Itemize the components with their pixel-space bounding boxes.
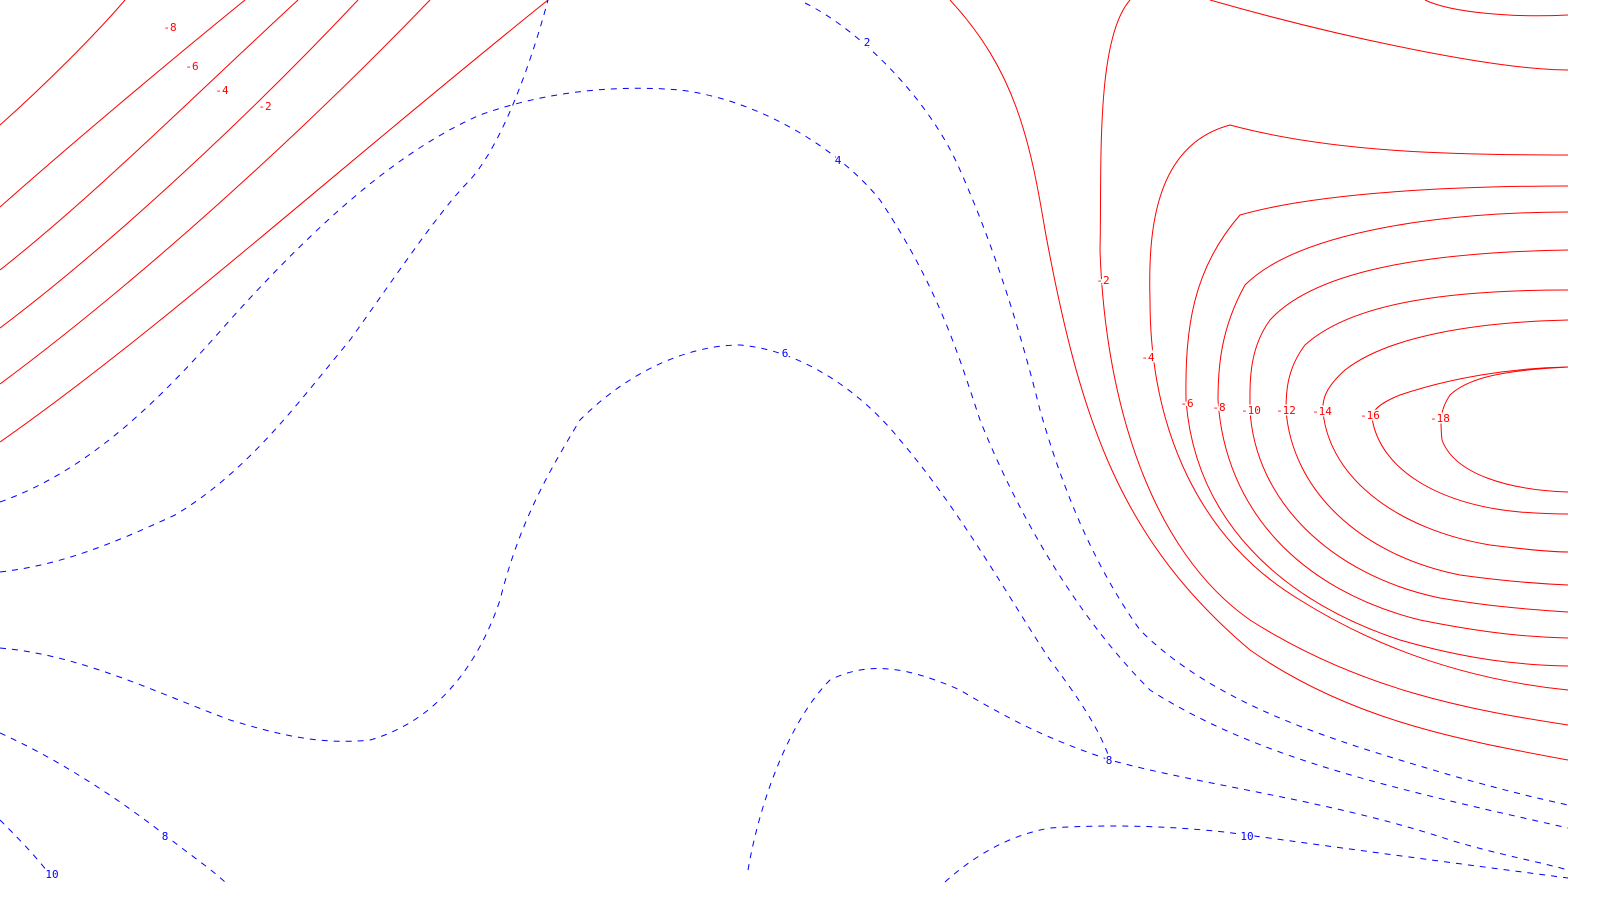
contour-line-pos-10-left [0,819,51,876]
contour-label-pos-4: 8 [162,830,169,843]
contour-label-neg-right-2: -6 [1180,397,1193,410]
contour-label-neg-right-4: -10 [1241,404,1261,417]
contour-line-neg-right-20 [1440,366,1569,493]
contour-line-neg-right-12 [1249,249,1569,613]
contour-label-neg-right-8: -18 [1430,412,1450,425]
contour-label-neg-right-7: -16 [1360,409,1380,422]
contour-label-pos-5: 10 [1240,830,1253,843]
contour-line-neg-right-14 [1285,289,1569,586]
contour-line-neg-right-10 [1217,211,1569,639]
contour-line-neg-ul-3 [0,0,299,271]
contour-label-pos-0: 2 [864,36,871,49]
positive-contours [0,0,1569,883]
contour-line-neg-right-18 [1371,366,1569,515]
contour-label-neg-right-1: -4 [1141,351,1155,364]
contour-line-neg-right-6 [1149,0,1569,691]
contour-label-neg-right-0: -2 [1096,274,1109,287]
contour-label-pos-6: 10 [45,868,58,881]
contour-line-neg-ul-6 [0,0,549,443]
contour-labels: -8 -6 -4 -2 -2 -4 -6 -8 -10 -12 -14 -16 … [44,20,1452,883]
contour-line-pos-6 [0,344,1111,761]
contour-label-neg-ul-3: -2 [258,100,271,113]
contour-line-pos-4b [0,0,549,573]
contour-line-pos-8-left [0,732,226,883]
contour-label-neg-ul-0: -8 [163,21,176,34]
contour-line-neg-ul-1 [0,0,126,126]
contour-line-neg-ul-5 [0,0,431,385]
contour-line-pos-4 [0,87,1569,829]
contour-label-pos-2: 6 [782,347,789,360]
contour-line-neg-ul-4 [0,0,359,329]
contour-label-neg-right-3: -8 [1212,401,1225,414]
contour-label-pos-3: 8 [1106,754,1113,767]
contour-line-pos-8-mid [747,668,1569,871]
contour-line-neg-right-2 [949,0,1569,761]
contour-label-neg-ul-1: -6 [185,60,198,73]
contour-line-neg-right-8 [1185,185,1569,667]
negative-contours [0,0,1569,761]
contour-label-neg-right-5: -12 [1276,404,1296,417]
contour-label-neg-ul-2: -4 [215,84,229,97]
contour-line-neg-ul-2 [0,0,246,208]
contour-label-pos-1: 4 [835,154,842,167]
contour-line-pos-10-mid [944,825,1569,883]
contour-line-pos-2 [804,2,1569,806]
contour-line-neg-right-4 [1099,0,1569,726]
contour-line-neg-top-right [1424,0,1569,17]
contour-label-neg-right-6: -14 [1312,405,1332,418]
contour-line-neg-right-16 [1322,319,1569,553]
